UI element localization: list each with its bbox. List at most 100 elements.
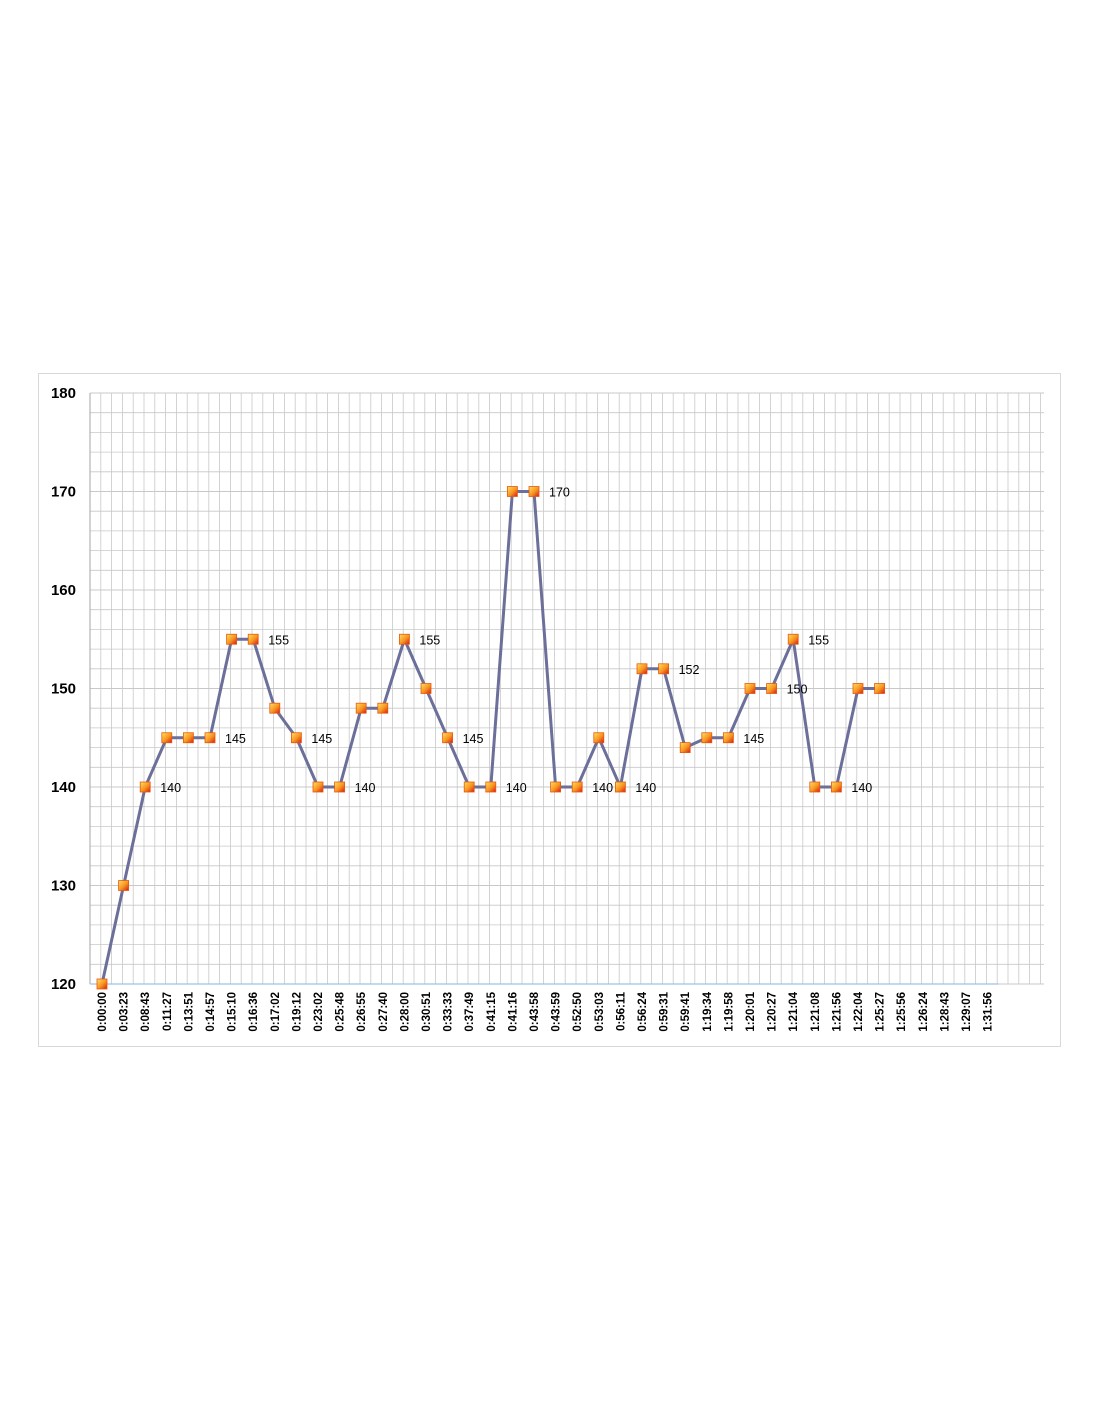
chart-frame: 120 130 140 150 160 170 180 0:00:00 0:03:23 0:08… bbox=[38, 373, 1061, 1047]
data-label: 145 bbox=[311, 732, 332, 746]
x-tick-label: 0:30:51 bbox=[421, 991, 433, 1031]
data-point-marker bbox=[247, 633, 259, 645]
data-point-marker bbox=[182, 732, 194, 744]
x-tick-label: 1:28:43 bbox=[939, 992, 951, 1032]
data-point-marker bbox=[506, 486, 518, 497]
x-tick-label: 0:03:23 bbox=[119, 992, 131, 1032]
data-point-marker bbox=[355, 702, 367, 714]
y-tick-label: 120 bbox=[51, 976, 76, 993]
x-tick-label: 1:19:58 bbox=[723, 991, 735, 1031]
x-tick-label: 1:25:56 bbox=[896, 992, 908, 1032]
data-point-marker bbox=[723, 732, 734, 744]
data-label: 140 bbox=[160, 781, 181, 795]
data-point-marker bbox=[139, 781, 151, 793]
data-label: 140 bbox=[355, 781, 376, 795]
x-tick-label: 0:33:33 bbox=[443, 992, 455, 1032]
data-label: 170 bbox=[549, 486, 570, 500]
x-tick-label: 1:21:08 bbox=[810, 991, 822, 1031]
x-tick-label: 0:53:03 bbox=[594, 992, 606, 1032]
x-tick-label: 0:52:50 bbox=[572, 992, 584, 1032]
x-tick-label: 0:15:10 bbox=[227, 992, 239, 1032]
data-label: 155 bbox=[808, 633, 829, 647]
x-tick-label: 0:17:02 bbox=[270, 992, 282, 1032]
data-point-marker bbox=[377, 702, 389, 714]
data-label: 140 bbox=[592, 781, 613, 795]
data-point-marker bbox=[290, 732, 302, 744]
data-label: 152 bbox=[679, 663, 700, 677]
x-tick-label: 0:25:48 bbox=[335, 991, 347, 1031]
data-point-marker bbox=[485, 781, 497, 793]
y-axis-tick-labels: 120 130 140 150 160 170 180 bbox=[51, 385, 76, 993]
data-label: 140 bbox=[506, 781, 527, 795]
x-tick-label: 0:16:36 bbox=[248, 992, 260, 1032]
x-tick-label: 0:28:00 bbox=[399, 992, 411, 1032]
x-tick-label: 0:56:11 bbox=[615, 991, 627, 1031]
data-label: 145 bbox=[743, 732, 764, 746]
data-point-marker bbox=[615, 781, 626, 793]
y-tick-label: 150 bbox=[51, 681, 76, 698]
x-tick-label: 0:41:16 bbox=[507, 992, 519, 1032]
data-point-marker bbox=[831, 781, 842, 793]
x-tick-label: 0:08:43 bbox=[140, 992, 152, 1032]
data-point-marker bbox=[571, 781, 583, 793]
data-point-marker bbox=[204, 732, 216, 744]
y-tick-label: 180 bbox=[51, 385, 76, 402]
data-point-marker bbox=[701, 732, 713, 744]
x-tick-label: 0:37:49 bbox=[464, 992, 476, 1032]
data-point-marker bbox=[312, 781, 324, 793]
x-tick-label: 1:19:34 bbox=[702, 991, 714, 1031]
x-tick-label: 0:14:57 bbox=[205, 992, 217, 1032]
x-tick-label: 0:19:12 bbox=[291, 992, 303, 1032]
data-label: 155 bbox=[419, 633, 440, 647]
y-tick-label: 160 bbox=[51, 582, 76, 599]
data-point-marker bbox=[766, 683, 777, 694]
data-point-marker bbox=[852, 683, 864, 694]
data-point-marker bbox=[550, 781, 562, 793]
data-point-marker bbox=[96, 978, 108, 990]
data-point-marker bbox=[809, 781, 821, 793]
y-tick-label: 170 bbox=[51, 484, 76, 501]
data-labels: 140 145 155 145 140 155 145 140 170 140 140 152 145 1… bbox=[160, 486, 872, 796]
x-tick-label: 1:25:27 bbox=[875, 992, 887, 1032]
gridlines bbox=[90, 392, 1044, 985]
line-chart: 120 130 140 150 160 170 180 0:00:00 0:03:23 0:08… bbox=[51, 385, 1044, 1032]
data-point-marker bbox=[528, 486, 540, 497]
data-point-marker bbox=[593, 732, 605, 744]
x-tick-label: 1:29:07 bbox=[961, 992, 973, 1032]
x-tick-label: 0:13:51 bbox=[183, 991, 195, 1031]
x-tick-label: 1:20:27 bbox=[767, 992, 779, 1032]
data-point-marker bbox=[226, 633, 238, 645]
data-label: 150 bbox=[787, 683, 808, 697]
y-tick-label: 140 bbox=[51, 779, 76, 796]
x-tick-label: 0:41:15 bbox=[486, 991, 498, 1031]
x-tick-label: 0:59:31 bbox=[659, 991, 671, 1031]
x-tick-label: 0:11:27 bbox=[162, 992, 174, 1031]
x-tick-label: 1:21:56 bbox=[831, 992, 843, 1032]
y-tick-label: 130 bbox=[51, 878, 76, 895]
data-point-marker bbox=[334, 781, 346, 793]
data-point-marker bbox=[679, 742, 691, 754]
x-tick-label: 0:27:40 bbox=[378, 992, 390, 1032]
x-tick-label: 0:26:55 bbox=[356, 991, 368, 1031]
x-tick-label: 1:22:04 bbox=[853, 991, 865, 1031]
data-point-marker bbox=[269, 702, 281, 714]
data-point-marker bbox=[398, 633, 410, 645]
x-tick-label: 0:00:00 bbox=[97, 992, 109, 1032]
x-tick-label: 1:21:04 bbox=[788, 991, 800, 1031]
data-point-marker bbox=[442, 732, 454, 744]
data-point-marker bbox=[161, 732, 173, 744]
data-point-marker bbox=[420, 683, 432, 694]
axes bbox=[89, 393, 999, 985]
data-point-marker bbox=[463, 781, 475, 793]
x-tick-label: 0:56:24 bbox=[637, 991, 649, 1031]
x-axis-tick-labels: 0:00:00 0:03:23 0:08:43 0:11:27 0:13:51 0:14:… bbox=[97, 991, 995, 1031]
data-point-marker bbox=[874, 683, 885, 694]
x-tick-label: 1:31:56 bbox=[983, 992, 995, 1032]
data-point-marker bbox=[744, 683, 756, 694]
data-point-marker bbox=[118, 880, 129, 891]
data-label: 145 bbox=[463, 732, 484, 746]
data-point-marker bbox=[636, 663, 648, 675]
x-tick-label: 0:23:02 bbox=[313, 992, 325, 1032]
x-tick-label: 1:26:24 bbox=[918, 991, 930, 1031]
data-label: 140 bbox=[851, 781, 872, 795]
